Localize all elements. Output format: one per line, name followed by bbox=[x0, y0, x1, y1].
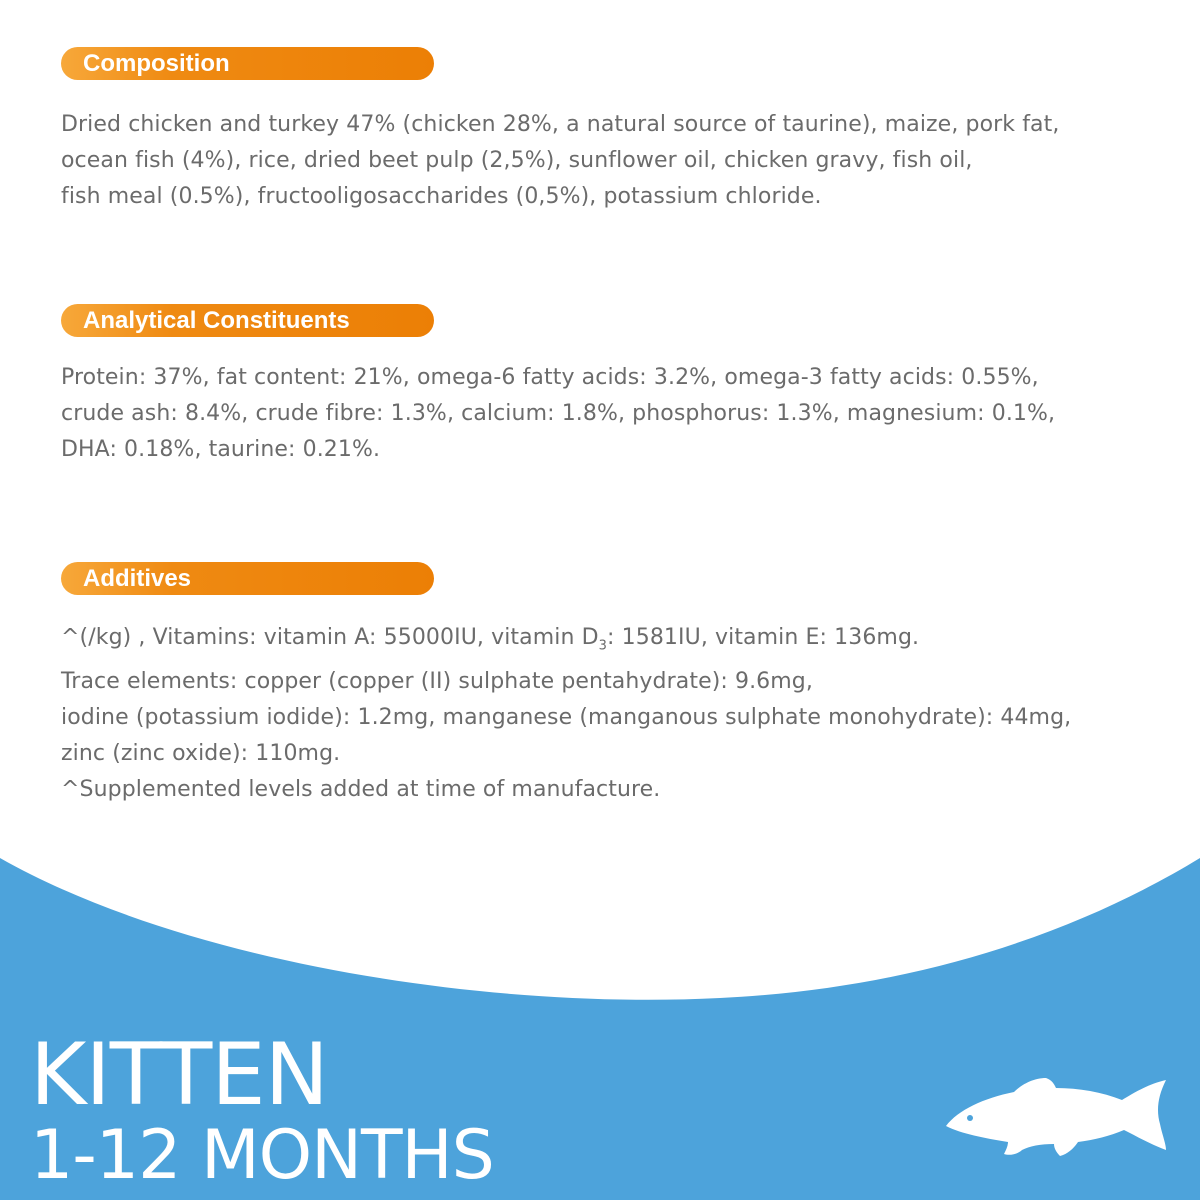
additives-line: iodine (potassium iodide): 1.2mg, mangan… bbox=[61, 705, 1072, 731]
hero-title: KITTEN bbox=[30, 1025, 329, 1125]
additives-line: Trace elements: copper (copper (II) sulp… bbox=[61, 669, 813, 695]
composition-line: ocean fish (4%), rice, dried beet pulp (… bbox=[61, 148, 973, 173]
analytical-line: Protein: 37%, fat content: 21%, omega-6 … bbox=[61, 365, 1039, 390]
hero-subtitle: 1-12 MONTHS bbox=[30, 1116, 495, 1195]
analytical-constituents-heading: Analytical Constituents bbox=[61, 304, 434, 337]
composition-line: Dried chicken and turkey 47% (chicken 28… bbox=[61, 112, 1060, 137]
additives-line1-rest: : 1581IU, vitamin E: 136mg. bbox=[607, 625, 920, 650]
analytical-line: DHA: 0.18%, taurine: 0.21%. bbox=[61, 437, 381, 462]
additives-line1-text: ^(/kg) , Vitamins: vitamin A: 55000IU, v… bbox=[61, 625, 599, 650]
analytical-line: crude ash: 8.4%, crude fibre: 1.3%, calc… bbox=[61, 401, 1056, 426]
additives-line: zinc (zinc oxide): 110mg. bbox=[61, 741, 341, 767]
analytical-constituents-text: Protein: 37%, fat content: 21%, omega-6 … bbox=[61, 360, 1171, 468]
additives-line: ^(/kg) , Vitamins: vitamin A: 55000IU, v… bbox=[61, 620, 1171, 664]
additives-heading: Additives bbox=[61, 562, 434, 595]
additives-text: ^(/kg) , Vitamins: vitamin A: 55000IU, v… bbox=[61, 620, 1171, 808]
additives-subscript: 3 bbox=[598, 638, 608, 654]
composition-heading: Composition bbox=[61, 47, 434, 80]
additives-footnote: ^Supplemented levels added at time of ma… bbox=[61, 777, 661, 803]
fish-icon bbox=[946, 1078, 1166, 1156]
composition-text: Dried chicken and turkey 47% (chicken 28… bbox=[61, 107, 1171, 215]
composition-line: fish meal (0.5%), fructooligosaccharides… bbox=[61, 184, 822, 209]
